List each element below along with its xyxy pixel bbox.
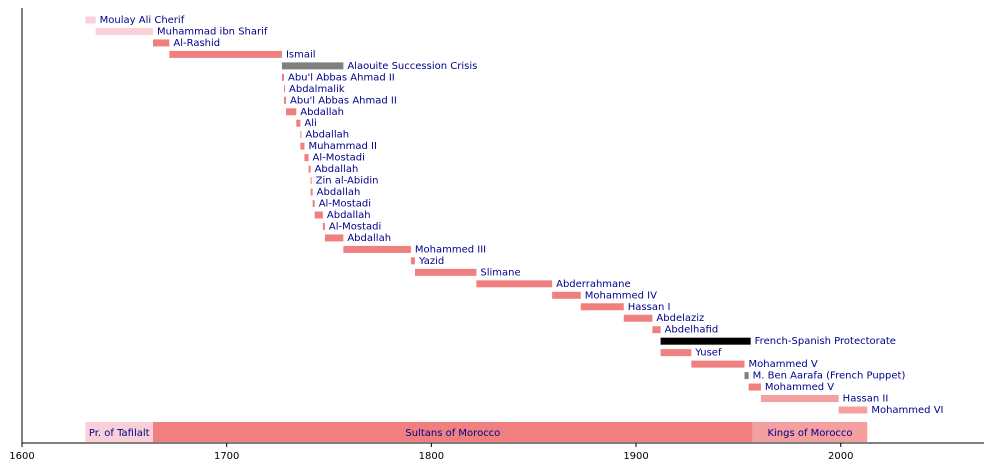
reign-bar bbox=[410, 257, 415, 265]
reign-bar bbox=[343, 245, 411, 253]
reign-bar bbox=[322, 222, 325, 230]
period-label: Pr. of Tafilalt bbox=[89, 428, 150, 439]
reign-label: Yazid bbox=[418, 256, 444, 267]
reign-label: Slimane bbox=[480, 267, 520, 278]
reign-bar bbox=[308, 165, 311, 173]
reign-label: Muhammad II bbox=[308, 141, 376, 152]
reign-label: Abu'l Abbas Ahmad II bbox=[288, 72, 395, 83]
reign-bar bbox=[300, 142, 305, 150]
reign-label: Mohammed III bbox=[415, 244, 486, 255]
reign-bar bbox=[691, 360, 745, 368]
reign-bar bbox=[169, 50, 282, 58]
reign-bar bbox=[304, 154, 309, 162]
reign-bar bbox=[95, 27, 153, 35]
reign-bar bbox=[283, 96, 287, 104]
reign-label: Al-Mostadi bbox=[329, 221, 381, 232]
period-label: Kings of Morocco bbox=[767, 428, 852, 439]
reign-label: Zin al-Abidin bbox=[316, 176, 379, 187]
reign-bar bbox=[85, 16, 96, 24]
reign-label: Hassan II bbox=[843, 394, 889, 405]
reign-label: Abderrahmane bbox=[556, 279, 631, 290]
reign-label: Mohammed VI bbox=[871, 405, 943, 416]
reign-bar bbox=[580, 303, 624, 311]
reign-label: French-Spanish Protectorate bbox=[755, 336, 896, 347]
period-bar bbox=[752, 422, 868, 442]
reign-label: Hassan I bbox=[628, 302, 671, 313]
reign-bar bbox=[312, 200, 315, 208]
reign-label: Abdalmalik bbox=[289, 84, 345, 95]
reign-bar bbox=[314, 211, 323, 219]
reign-label: Moulay Ali Cherif bbox=[100, 15, 185, 26]
reign-bar bbox=[660, 337, 751, 345]
reign-label: Ismail bbox=[286, 49, 316, 60]
reign-bar bbox=[283, 85, 286, 93]
reign-bar bbox=[652, 326, 661, 334]
x-tick-label: 1900 bbox=[623, 451, 648, 462]
reign-label: Abdallah bbox=[300, 107, 344, 118]
reign-label: Alaouite Succession Crisis bbox=[347, 61, 477, 72]
reign-bar bbox=[760, 395, 839, 403]
period-bar bbox=[152, 422, 753, 442]
reign-label: Abdallah bbox=[305, 130, 349, 141]
reign-label: Muhammad ibn Sharif bbox=[157, 26, 268, 37]
reign-label: Ali bbox=[304, 118, 316, 129]
reign-label: Al-Mostadi bbox=[313, 153, 365, 164]
reign-label: Mohammed V bbox=[765, 382, 834, 393]
x-tick-label: 1800 bbox=[419, 451, 444, 462]
reign-bar bbox=[286, 108, 297, 116]
reign-bar bbox=[152, 39, 170, 47]
reign-label: Abdallah bbox=[327, 210, 371, 221]
reign-bar bbox=[310, 177, 312, 185]
reign-label: Al-Mostadi bbox=[319, 199, 371, 210]
reign-bar bbox=[414, 268, 477, 276]
reign-bar bbox=[838, 406, 868, 414]
reign-label: Abdelaziz bbox=[656, 313, 704, 324]
reign-label: Abdallah bbox=[347, 233, 391, 244]
reign-label: Mohammed IV bbox=[585, 290, 657, 301]
reign-bar bbox=[296, 119, 301, 127]
reign-bar bbox=[476, 280, 553, 288]
reign-bar bbox=[310, 188, 313, 196]
reign-label: Abu'l Abbas Ahmad II bbox=[290, 95, 397, 106]
reign-label: Al-Rashid bbox=[173, 38, 220, 49]
reign-label: Abdallah bbox=[315, 164, 359, 175]
reign-label: Abdallah bbox=[317, 187, 361, 198]
reign-bar bbox=[300, 131, 302, 139]
x-tick-label: 2000 bbox=[828, 451, 853, 462]
period-label: Sultans of Morocco bbox=[405, 428, 500, 439]
reign-bar bbox=[623, 314, 653, 322]
reign-bar bbox=[281, 62, 344, 70]
reign-bar bbox=[281, 73, 284, 81]
reign-label: Mohammed V bbox=[749, 359, 818, 370]
reign-label: Yusef bbox=[694, 348, 722, 359]
reign-bar bbox=[660, 349, 692, 357]
period-bar bbox=[85, 422, 153, 442]
reign-bar bbox=[552, 291, 581, 299]
reign-bar bbox=[324, 234, 344, 242]
x-tick-label: 1700 bbox=[214, 451, 239, 462]
reign-bar bbox=[744, 372, 749, 380]
reign-label: Abdelhafid bbox=[665, 325, 719, 336]
reign-label: M. Ben Aarafa (French Puppet) bbox=[753, 371, 906, 382]
reign-bar bbox=[748, 383, 761, 391]
x-tick-label: 1600 bbox=[9, 451, 34, 462]
